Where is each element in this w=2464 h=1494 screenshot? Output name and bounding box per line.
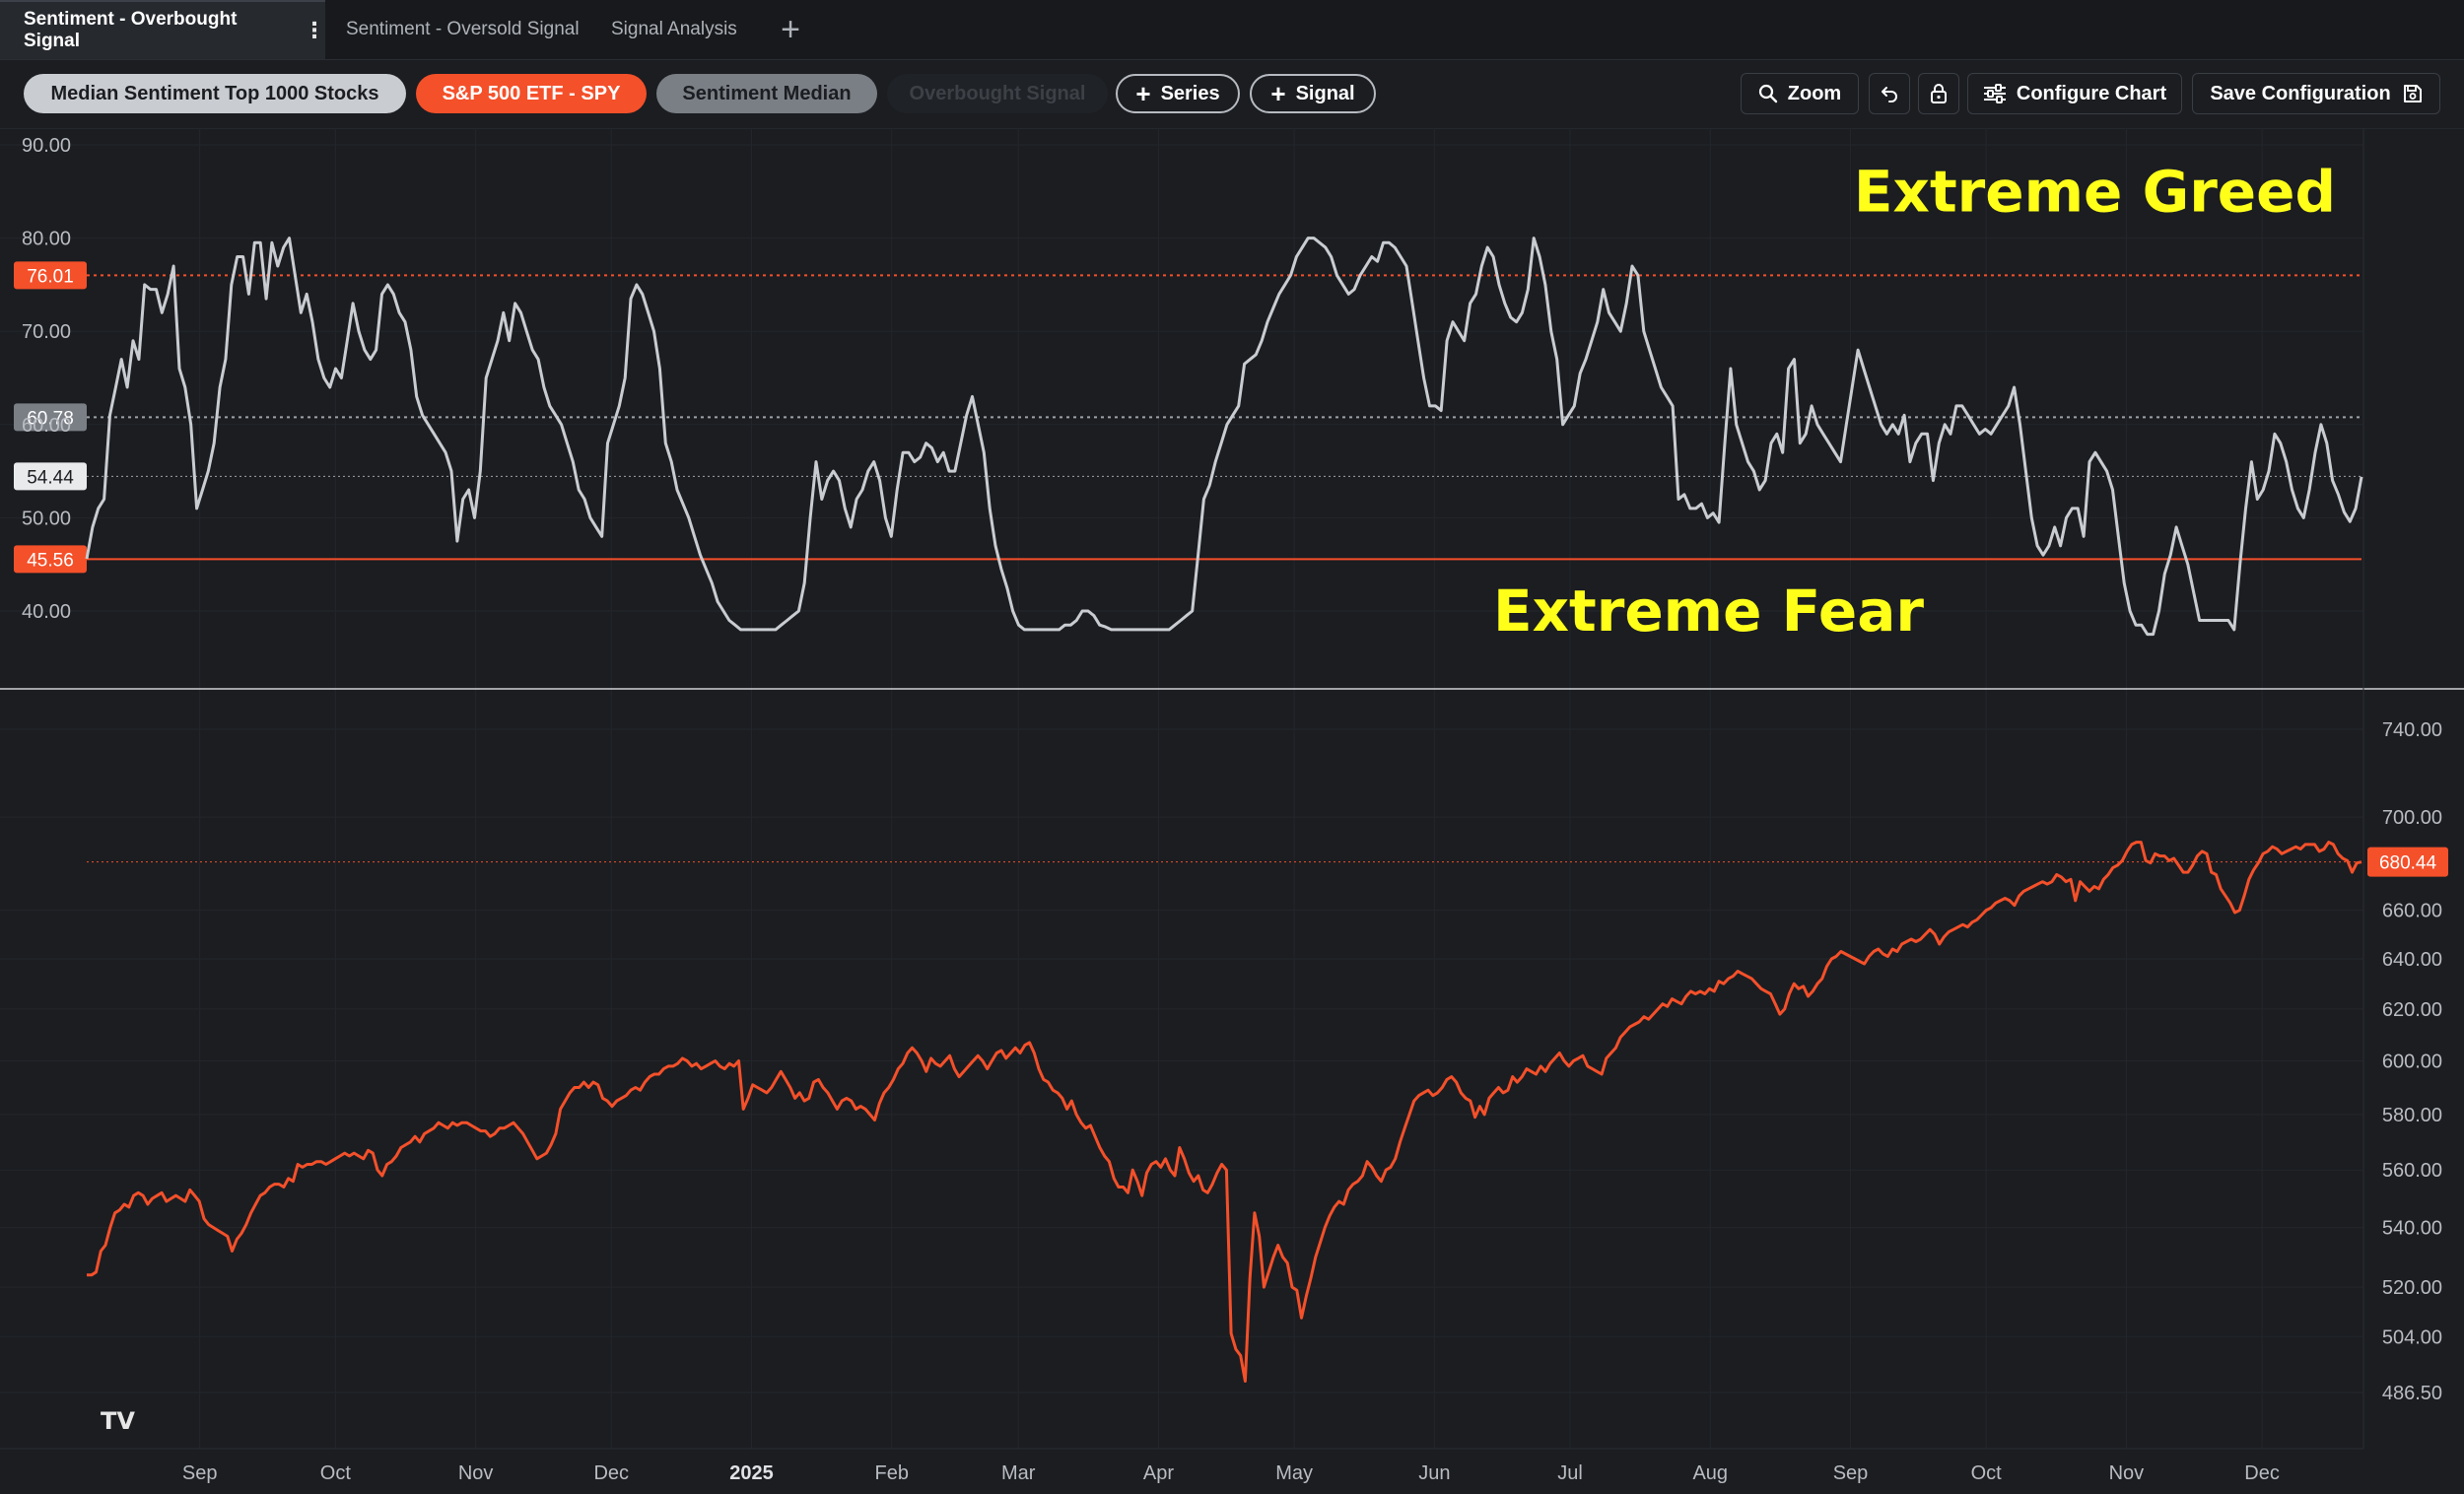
chart-toolbar: Median Sentiment Top 1000 Stocks S&P 500… bbox=[0, 61, 2464, 129]
tab-label: Sentiment - Overbought Signal bbox=[24, 9, 238, 51]
price-tick-label: 540.00 bbox=[2382, 1218, 2442, 1240]
y-tick-label: 80.00 bbox=[22, 229, 71, 250]
tab-label: Sentiment - Oversold Signal bbox=[346, 19, 580, 39]
price-tick-label: 560.00 bbox=[2382, 1160, 2442, 1182]
reference-tag bbox=[14, 261, 87, 290]
price-tag-label: 680.44 bbox=[2379, 853, 2437, 874]
reference-tag bbox=[14, 462, 87, 491]
lock-button[interactable] bbox=[1918, 73, 1959, 114]
time-x-axis: Sep Oct Nov Dec 2025 Feb Mar Apr May Jun Jul Aug Sep… bbox=[182, 1462, 2280, 1484]
tab-overbought-signal[interactable]: Sentiment - Overbought Signal ⋮ bbox=[0, 0, 325, 59]
add-tab-button[interactable]: + bbox=[781, 11, 800, 48]
button-label: Save Configuration bbox=[2210, 82, 2391, 104]
logo-text: TV bbox=[101, 1407, 135, 1435]
reference-lines: 76.01 60.78 54.44 45.56 680.44 bbox=[14, 261, 2448, 877]
extreme-greed-annotation: Extreme Greed bbox=[1854, 158, 2336, 225]
price-tick-label: 504.00 bbox=[2382, 1326, 2442, 1348]
extreme-fear-annotation: Extreme Fear bbox=[1493, 577, 1924, 645]
tab-label: Signal Analysis bbox=[611, 19, 737, 39]
reference-tag bbox=[14, 545, 87, 574]
reference-tag-label: 45.56 bbox=[27, 550, 74, 571]
chart-area[interactable]: 76.01 60.78 54.44 45.56 680.44 40.00 50.00 60.… bbox=[0, 128, 2464, 1494]
tab-bar: Sentiment - Overbought Signal ⋮ Sentimen… bbox=[0, 0, 2464, 60]
price-tag bbox=[2367, 847, 2448, 877]
button-label: Configure Chart bbox=[2016, 82, 2167, 104]
chart-series bbox=[85, 237, 2363, 1383]
price-tick-label: 620.00 bbox=[2382, 999, 2442, 1021]
series-pill-spy[interactable]: S&P 500 ETF - SPY bbox=[416, 74, 647, 113]
chart-canvas[interactable]: 76.01 60.78 54.44 45.56 680.44 40.00 50.00 60.… bbox=[0, 128, 2464, 1494]
price-tick-label: 700.00 bbox=[2382, 807, 2442, 829]
undo-button[interactable] bbox=[1869, 73, 1910, 114]
reference-tag-label: 54.44 bbox=[27, 467, 74, 488]
sentiment-y-axis: 40.00 50.00 60.00 70.00 80.00 90.00 bbox=[22, 135, 71, 623]
y-tick-label: 90.00 bbox=[22, 135, 71, 157]
y-tick-label: 60.00 bbox=[22, 415, 71, 437]
lock-icon bbox=[1930, 84, 1948, 103]
x-tick-label: Dec bbox=[2244, 1462, 2280, 1484]
y-tick-label: 40.00 bbox=[22, 601, 71, 623]
tradingview-logo[interactable]: TV bbox=[101, 1407, 135, 1435]
pill-label: Median Sentiment Top 1000 Stocks bbox=[50, 82, 379, 104]
pill-label: Overbought Signal bbox=[909, 82, 1086, 104]
x-tick-label: Dec bbox=[593, 1462, 629, 1484]
x-tick-label: Mar bbox=[1001, 1462, 1036, 1484]
price-y-axis: 486.50 504.00 520.00 540.00 560.00 580.00 600.… bbox=[2382, 719, 2442, 1404]
chart-annotations: Extreme Greed Extreme Fear bbox=[1493, 158, 2336, 645]
price-tick-label: 520.00 bbox=[2382, 1277, 2442, 1299]
price-tick-label: 640.00 bbox=[2382, 949, 2442, 971]
reference-tag-label: 60.78 bbox=[27, 408, 74, 429]
save-icon bbox=[2403, 84, 2423, 103]
price-tick-label: 580.00 bbox=[2382, 1105, 2442, 1126]
series-pill-overbought-signal[interactable]: Overbought Signal bbox=[887, 74, 1108, 113]
sliders-icon bbox=[1983, 84, 2007, 103]
pill-label: S&P 500 ETF - SPY bbox=[442, 82, 621, 104]
tab-oversold-signal[interactable]: Sentiment - Oversold Signal bbox=[346, 0, 580, 59]
price-tick-label: 740.00 bbox=[2382, 719, 2442, 741]
price-tick-label: 600.00 bbox=[2382, 1052, 2442, 1073]
button-label: Zoom bbox=[1787, 82, 1842, 104]
x-tick-label: Feb bbox=[875, 1462, 909, 1484]
x-tick-label: 2025 bbox=[729, 1462, 774, 1484]
add-signal-button[interactable]: + Signal bbox=[1250, 74, 1376, 113]
chart-grid bbox=[0, 128, 2363, 1449]
plus-icon: + bbox=[1270, 79, 1286, 108]
price-tick-label: 660.00 bbox=[2382, 901, 2442, 922]
x-tick-label: Apr bbox=[1143, 1462, 1174, 1484]
spy-series-line[interactable] bbox=[87, 841, 2362, 1383]
more-options-icon[interactable]: ⋮ bbox=[304, 18, 325, 42]
x-tick-label: Jun bbox=[1418, 1462, 1450, 1484]
button-label: Series bbox=[1160, 82, 1220, 104]
x-tick-label: Sep bbox=[182, 1462, 218, 1484]
series-pill-median-sentiment[interactable]: Median Sentiment Top 1000 Stocks bbox=[24, 74, 406, 113]
x-tick-label: Aug bbox=[1692, 1462, 1728, 1484]
y-tick-label: 70.00 bbox=[22, 321, 71, 343]
x-tick-label: Jul bbox=[1557, 1462, 1583, 1484]
x-tick-label: Nov bbox=[458, 1462, 494, 1484]
y-tick-label: 50.00 bbox=[22, 508, 71, 529]
x-tick-label: Nov bbox=[2109, 1462, 2145, 1484]
pill-label: Sentiment Median bbox=[682, 82, 852, 104]
sentiment-series-line[interactable] bbox=[85, 237, 2363, 637]
price-tick-label: 486.50 bbox=[2382, 1383, 2442, 1404]
plus-icon: + bbox=[1135, 79, 1151, 108]
reference-tag-label: 76.01 bbox=[27, 266, 74, 287]
zoom-icon bbox=[1758, 84, 1778, 103]
reference-tag bbox=[14, 403, 87, 432]
series-pill-sentiment-median[interactable]: Sentiment Median bbox=[656, 74, 877, 113]
x-tick-label: Oct bbox=[320, 1462, 352, 1484]
save-configuration-button[interactable]: Save Configuration bbox=[2192, 73, 2440, 114]
button-label: Signal bbox=[1295, 82, 1355, 104]
zoom-button[interactable]: Zoom bbox=[1741, 73, 1859, 114]
undo-icon bbox=[1880, 84, 1899, 103]
add-series-button[interactable]: + Series bbox=[1116, 74, 1240, 113]
x-tick-label: Oct bbox=[1971, 1462, 2003, 1484]
x-tick-label: Sep bbox=[1833, 1462, 1869, 1484]
tab-signal-analysis[interactable]: Signal Analysis bbox=[611, 0, 737, 59]
configure-chart-button[interactable]: Configure Chart bbox=[1967, 73, 2182, 114]
x-tick-label: May bbox=[1275, 1462, 1313, 1484]
